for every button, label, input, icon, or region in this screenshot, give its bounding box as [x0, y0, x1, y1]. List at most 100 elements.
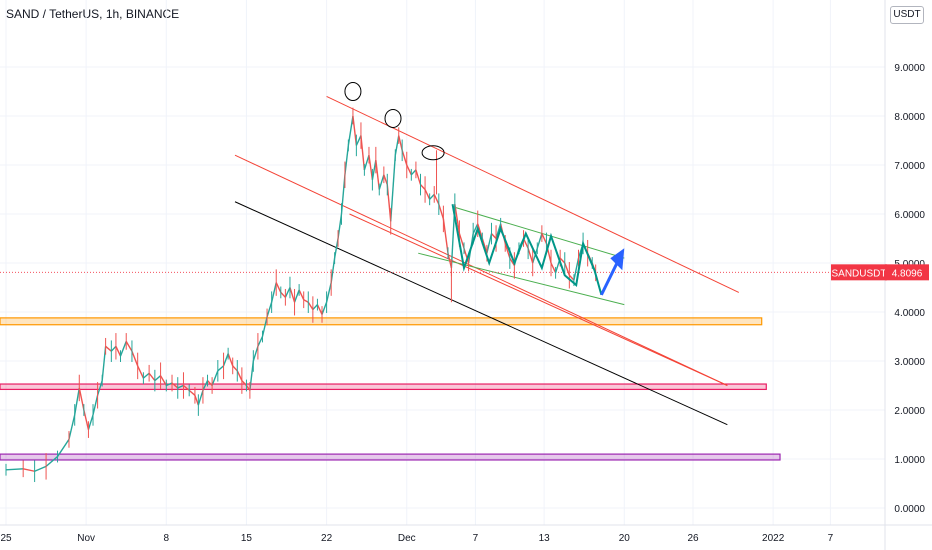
y-tick-label: 8.0000: [894, 112, 925, 123]
y-tick-label: 2.0000: [894, 406, 925, 417]
price-segment: [34, 465, 47, 472]
price-segment: [504, 243, 511, 259]
price-segment: [321, 301, 328, 315]
price-segment: [74, 387, 80, 416]
price-segment: [573, 257, 580, 281]
price-segment: [401, 150, 408, 166]
x-tick-label: 7: [473, 533, 479, 544]
price-segment: [232, 365, 238, 372]
price-segment: [536, 233, 543, 249]
price-segment: [83, 409, 90, 430]
x-tick-label: Nov: [77, 533, 95, 544]
red-zone: [0, 383, 767, 391]
price-segment: [355, 135, 362, 146]
price-segment: [368, 155, 374, 180]
price-segment: [148, 372, 156, 382]
price-segment: [284, 287, 291, 298]
price-segment: [509, 257, 515, 266]
support-zones: [0, 317, 781, 461]
price-segment: [197, 390, 204, 406]
price-segment: [87, 414, 94, 430]
price-segment: [261, 316, 268, 337]
price-segment: [447, 253, 453, 269]
price-segment: [289, 287, 296, 303]
price-segment: [352, 115, 358, 146]
price-segment: [249, 360, 255, 391]
price-segment: [45, 456, 58, 467]
price-series: [5, 107, 597, 483]
price-segment: [56, 439, 70, 457]
price-segment: [477, 223, 483, 239]
x-tick-label: 22: [321, 533, 333, 544]
price-segment: [458, 233, 465, 249]
price-segment: [241, 380, 247, 386]
projection-arrowhead: [610, 248, 625, 271]
price-segment: [307, 301, 314, 310]
price-segment: [550, 262, 557, 274]
teal-channel-lower: [418, 252, 625, 306]
upper-red-line: [326, 95, 740, 293]
black-line: [234, 201, 728, 426]
annotation-layer: [344, 82, 625, 296]
y-tick-label: 7.0000: [894, 161, 925, 172]
price-segment: [171, 382, 179, 389]
price-segment: [266, 301, 273, 318]
grid-layer: [0, 0, 885, 525]
price-segment: [424, 189, 431, 200]
orange-zone: [0, 317, 763, 326]
chart-title: SAND / TetherUS, 1h, BINANCE: [6, 7, 180, 21]
price-segment: [371, 159, 377, 180]
price-segment: [415, 169, 422, 185]
price-segment: [222, 353, 229, 367]
price-segment: [293, 289, 300, 303]
price-segment: [442, 218, 449, 254]
price-segment: [105, 345, 112, 352]
symbol-price-tag: [831, 264, 887, 281]
symbol-label: SANDUSDT: [831, 268, 886, 279]
price-segment: [131, 350, 139, 367]
price-segment: [142, 372, 150, 379]
x-tick-label: 26: [687, 533, 699, 544]
price-segment: [68, 414, 76, 440]
price-segment: [270, 282, 277, 303]
currency-selector[interactable]: USDT: [890, 6, 924, 24]
lower-red-line: [349, 213, 728, 386]
price-segment: [325, 282, 332, 303]
price-segment: [410, 169, 417, 176]
price-segment: [564, 262, 570, 276]
price-segment: [303, 299, 309, 303]
peak-circle: [384, 108, 402, 128]
price-segment: [363, 154, 370, 171]
price-segment: [347, 115, 354, 146]
price-segment: [227, 353, 234, 367]
price-segment: [360, 135, 366, 170]
y-tick-label: 3.0000: [894, 357, 925, 368]
price-segment: [386, 184, 392, 222]
x-tick-label: 15: [241, 533, 253, 544]
price-segment: [532, 248, 538, 264]
price-segment: [115, 346, 122, 357]
trend-lines: [0, 95, 885, 426]
price-segment: [390, 155, 396, 222]
price-segment: [96, 380, 103, 396]
price-segment: [154, 375, 162, 382]
price-segment: [344, 145, 350, 175]
y-tick-label: 0.0000: [894, 504, 925, 515]
x-tick-label: 13: [539, 533, 551, 544]
price-segment: [207, 380, 213, 386]
y-tick-label: 9.0000: [894, 63, 925, 74]
price-segment: [211, 370, 219, 386]
x-tick-label: 7: [828, 533, 834, 544]
x-tick-label: 20: [619, 533, 631, 544]
price-segment: [159, 375, 167, 386]
peak-circle: [344, 82, 362, 101]
price-segment: [340, 174, 346, 215]
price-segment: [188, 389, 196, 396]
price-segment: [280, 291, 286, 298]
peak-circle: [421, 145, 445, 161]
price-segment: [568, 274, 575, 281]
y-tick-label: 4.0000: [894, 308, 925, 319]
price-segment: [333, 238, 339, 259]
price-segment: [454, 204, 461, 234]
